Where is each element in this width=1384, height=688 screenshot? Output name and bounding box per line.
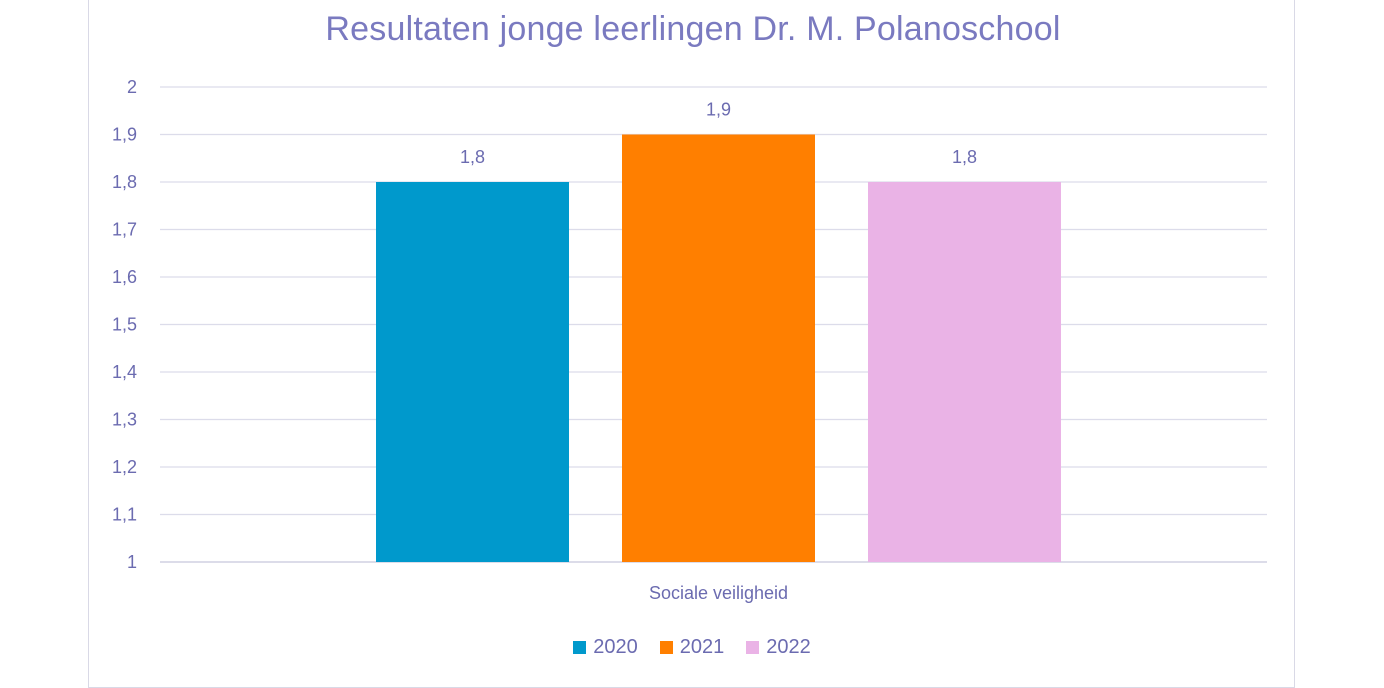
y-tick-label: 2: [127, 77, 137, 97]
legend-item-2021: 2021: [659, 636, 725, 659]
legend-swatch-2021: [659, 641, 673, 654]
legend-label-2021: 2021: [679, 636, 725, 658]
y-tick-label: 1,8: [112, 172, 137, 192]
legend-label-2022: 2022: [766, 636, 811, 658]
y-tick-label: 1,6: [112, 267, 137, 287]
legend: 2020 2021 2022: [0, 636, 1384, 659]
y-tick-label: 1,5: [112, 315, 137, 335]
chart-title: Resultaten jonge leerlingen Dr. M. Polan…: [325, 10, 1061, 48]
y-tick-label: 1,7: [112, 220, 137, 240]
legend-label-2020: 2020: [593, 636, 638, 658]
x-category-label: Sociale veiligheid: [649, 583, 788, 603]
data-label-2020: 1,8: [460, 147, 485, 167]
legend-swatch-2022: [746, 641, 760, 654]
data-label-2021: 1,9: [706, 100, 731, 120]
y-tick-label: 1,4: [112, 362, 137, 382]
y-tick-label: 1,2: [112, 457, 137, 477]
y-tick-label: 1,3: [112, 410, 137, 430]
legend-swatch-2020: [573, 641, 587, 654]
legend-item-2022: 2022: [746, 636, 811, 659]
y-tick-label: 1,9: [112, 125, 137, 145]
legend-item-2020: 2020: [573, 636, 638, 659]
bar-2020: [376, 182, 569, 562]
y-tick-label: 1: [127, 552, 137, 572]
bar-2022: [868, 182, 1061, 562]
data-label-2022: 1,8: [952, 147, 977, 167]
bar-2021: [622, 134, 815, 562]
y-tick-label: 1,1: [112, 505, 137, 525]
